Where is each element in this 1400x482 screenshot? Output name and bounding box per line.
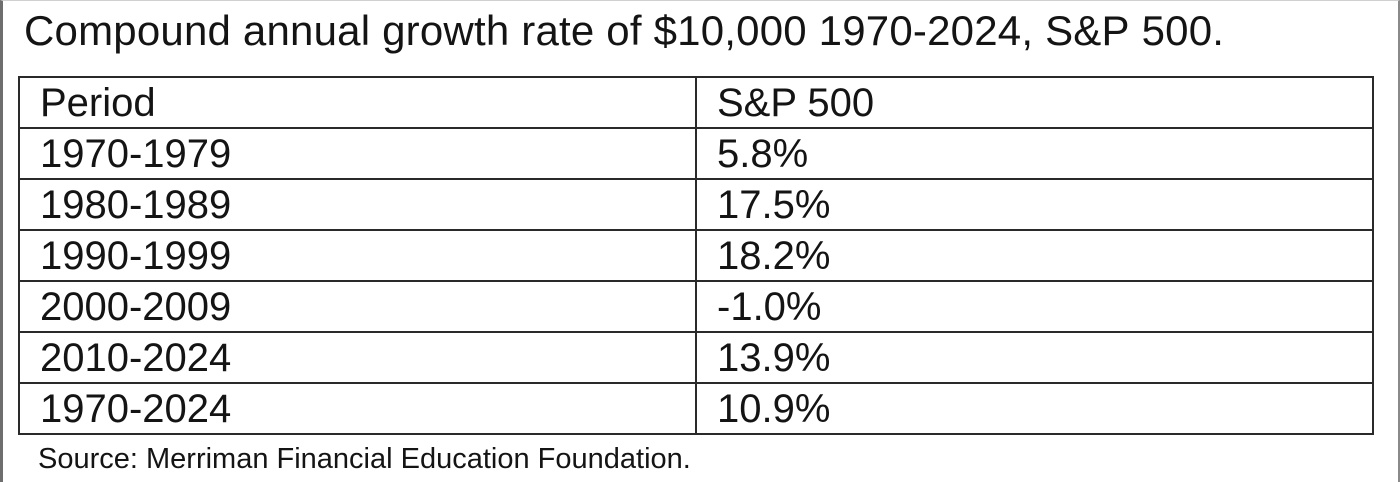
growth-rate-cell: 5.8%	[695, 127, 1374, 180]
growth-rate-cell: 17.5%	[695, 178, 1374, 231]
table-row: 2010-2024 13.9%	[18, 331, 1374, 384]
growth-rate-table: Period S&P 500 1970-1979 5.8% 1980-1989 17.…	[18, 76, 1374, 435]
chart-title: Compound annual growth rate of $10,000 1…	[24, 7, 1225, 54]
header-period: Period	[18, 76, 697, 129]
growth-rate-cell: -1.0%	[695, 280, 1374, 333]
header-sp500: S&P 500	[695, 76, 1374, 129]
table-row: 1990-1999 18.2%	[18, 229, 1374, 282]
growth-rate-cell: 18.2%	[695, 229, 1374, 282]
table-body: Period S&P 500 1970-1979 5.8% 1980-1989 17.…	[18, 76, 1374, 435]
table-row: 2000-2009 -1.0%	[18, 280, 1374, 333]
period-cell: 1970-2024	[18, 382, 697, 435]
table-row: 1970-2024 10.9%	[18, 382, 1374, 435]
table-row: 1980-1989 17.5%	[18, 178, 1374, 231]
table-header-row: Period S&P 500	[18, 76, 1374, 129]
period-cell: 1980-1989	[18, 178, 697, 231]
growth-rate-cell: 10.9%	[695, 382, 1374, 435]
period-cell: 1970-1979	[18, 127, 697, 180]
table-row: 1970-1979 5.8%	[18, 127, 1374, 180]
period-cell: 1990-1999	[18, 229, 697, 282]
period-cell: 2010-2024	[18, 331, 697, 384]
source-note: Source: Merriman Financial Education Fou…	[38, 443, 691, 475]
period-cell: 2000-2009	[18, 280, 697, 333]
growth-rate-cell: 13.9%	[695, 331, 1374, 384]
